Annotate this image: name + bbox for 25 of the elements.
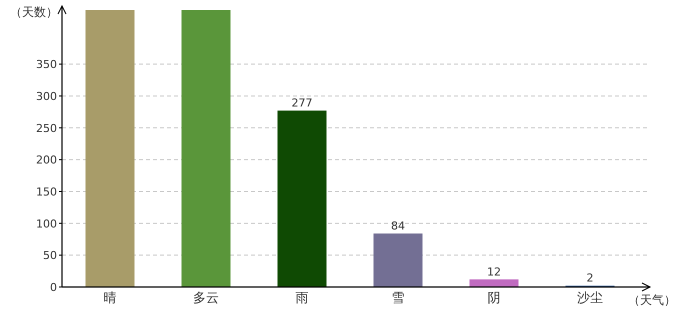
y-tick-label: 50	[43, 249, 57, 262]
bar	[278, 110, 326, 287]
x-tick-label: 晴	[104, 291, 116, 306]
bar	[182, 10, 230, 287]
bar	[374, 234, 422, 287]
x-tick-label: 雨	[296, 291, 308, 306]
y-tick-label: 350	[36, 58, 57, 72]
y-axis-title: （天数）	[10, 5, 58, 19]
y-tick-label: 200	[36, 154, 57, 167]
bar	[86, 10, 134, 287]
y-tick-label: 0	[50, 281, 57, 294]
data-label: 84	[391, 220, 405, 233]
x-tick-label: 阴	[488, 291, 500, 306]
y-tick-label: 300	[36, 90, 57, 103]
bar	[470, 279, 518, 287]
y-tick-label: 150	[36, 185, 57, 198]
x-tick-label: 多云	[193, 291, 219, 306]
x-axis-title: （天气）	[628, 293, 676, 307]
data-label: 2	[586, 272, 594, 285]
x-tick-label: 沙尘	[577, 291, 603, 306]
data-label: 12	[487, 265, 501, 278]
y-tick-label: 100	[36, 217, 57, 230]
x-tick-label: 雪	[392, 291, 404, 306]
y-tick-label: 250	[36, 122, 57, 135]
data-label: 277	[292, 96, 312, 110]
